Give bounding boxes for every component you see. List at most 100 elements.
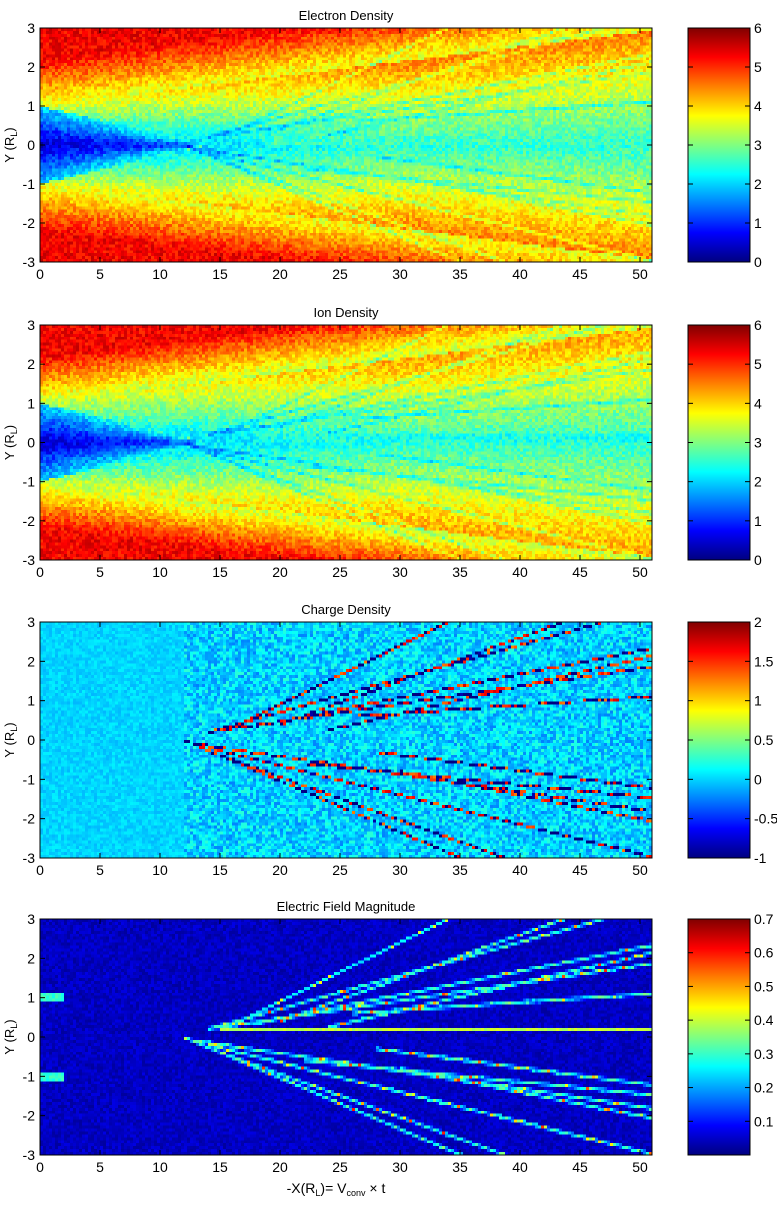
x-tick-label: 30 (392, 862, 408, 878)
heatmap-image (40, 28, 652, 262)
x-tick-label: 0 (36, 564, 44, 580)
colorbar (687, 27, 751, 263)
colorbar-tick-label: 1 (754, 513, 762, 529)
y-tick-label: 0 (27, 1029, 35, 1045)
y-tick-label: -3 (23, 552, 36, 568)
y-tick-label: 1 (27, 395, 35, 411)
x-tick-label: 25 (332, 862, 348, 878)
x-tick-label: 25 (332, 266, 348, 282)
x-tick-label: 0 (36, 266, 44, 282)
colorbar-tick-label: 0.3 (754, 1046, 774, 1062)
panel-title: Ion Density (313, 305, 379, 320)
y-tick-label: 1 (27, 693, 35, 709)
y-tick-label: -1 (23, 1068, 36, 1084)
x-tick-label: 15 (212, 564, 228, 580)
x-tick-label: 30 (392, 1159, 408, 1175)
x-tick-label: 5 (96, 266, 104, 282)
y-tick-label: -2 (23, 215, 36, 231)
colorbar-tick-label: -1 (754, 850, 767, 866)
colorbar-tick-label: 0.5 (754, 978, 774, 994)
x-tick-label: 40 (512, 1159, 528, 1175)
colorbar-tick-label: 1.5 (754, 653, 774, 669)
y-tick-label: -2 (23, 513, 36, 529)
y-axis-label: Y (RL) (2, 127, 19, 162)
colorbar-tick-label: 3 (754, 137, 762, 153)
x-tick-label: 50 (632, 862, 648, 878)
y-tick-label: 3 (27, 20, 35, 36)
colorbar-tick-label: 2 (754, 614, 762, 630)
y-tick-label: -2 (23, 1108, 36, 1124)
y-tick-label: 0 (27, 137, 35, 153)
colorbar-tick-label: 4 (754, 98, 762, 114)
x-axis-label: -X(RL)= Vconv × t (287, 1180, 386, 1198)
colorbar-tick-label: 0 (754, 771, 762, 787)
x-tick-label: 50 (632, 266, 648, 282)
x-tick-label: 45 (572, 1159, 588, 1175)
x-tick-label: 5 (96, 1159, 104, 1175)
x-tick-label: 10 (152, 266, 168, 282)
colorbar (687, 324, 751, 561)
x-tick-label: 45 (572, 862, 588, 878)
y-tick-label: -3 (23, 254, 36, 270)
colorbar-tick-label: 1 (754, 215, 762, 231)
heatmap-image (40, 919, 652, 1155)
colorbar-tick-label: 5 (754, 356, 762, 372)
x-tick-label: 50 (632, 1159, 648, 1175)
x-tick-label: 30 (392, 564, 408, 580)
x-tick-label: 10 (152, 1159, 168, 1175)
colorbar-tick-label: 0.1 (754, 1113, 774, 1129)
colorbar (687, 621, 751, 859)
x-tick-label: 0 (36, 862, 44, 878)
y-tick-label: 1 (27, 98, 35, 114)
colorbar-tick-label: -0.5 (754, 811, 777, 827)
x-tick-label: 5 (96, 862, 104, 878)
colorbar-tick-label: 0.6 (754, 945, 774, 961)
x-tick-label: 15 (212, 1159, 228, 1175)
heatmap-image (40, 325, 652, 560)
y-tick-label: 0 (27, 435, 35, 451)
y-tick-label: 2 (27, 356, 35, 372)
colorbar-tick-label: 0.5 (754, 732, 774, 748)
heatmap-image (40, 622, 652, 858)
panel-title: Electron Density (299, 8, 394, 23)
colorbar-tick-label: 5 (754, 59, 762, 75)
x-tick-label: 35 (452, 862, 468, 878)
x-tick-label: 20 (272, 862, 288, 878)
x-tick-label: 10 (152, 862, 168, 878)
colorbar-tick-label: 0 (754, 254, 762, 270)
x-tick-label: 5 (96, 564, 104, 580)
y-axis-label: Y (RL) (2, 722, 19, 757)
x-tick-label: 30 (392, 266, 408, 282)
colorbar-tick-label: 2 (754, 474, 762, 490)
colorbar-tick-label: 6 (754, 317, 762, 333)
x-tick-label: 45 (572, 266, 588, 282)
x-tick-label: 35 (452, 564, 468, 580)
y-axis-label: Y (RL) (2, 425, 19, 460)
x-tick-label: 40 (512, 862, 528, 878)
colorbar (687, 918, 751, 1156)
x-tick-label: 35 (452, 1159, 468, 1175)
y-tick-label: -3 (23, 1147, 36, 1163)
x-tick-label: 40 (512, 266, 528, 282)
y-tick-label: -3 (23, 850, 36, 866)
x-tick-label: 25 (332, 1159, 348, 1175)
panel-title: Electric Field Magnitude (277, 899, 416, 914)
colorbar-tick-label: 0.4 (754, 1012, 774, 1028)
y-tick-label: -1 (23, 771, 36, 787)
x-tick-label: 25 (332, 564, 348, 580)
colorbar-tick-label: 1 (754, 693, 762, 709)
y-tick-label: 2 (27, 950, 35, 966)
y-tick-label: 3 (27, 317, 35, 333)
y-axis-label: Y (RL) (2, 1019, 19, 1054)
panel-title: Charge Density (301, 602, 391, 617)
x-tick-label: 45 (572, 564, 588, 580)
colorbar-tick-label: 0.7 (754, 911, 774, 927)
x-tick-label: 20 (272, 266, 288, 282)
y-tick-label: 0 (27, 732, 35, 748)
x-tick-label: 20 (272, 564, 288, 580)
